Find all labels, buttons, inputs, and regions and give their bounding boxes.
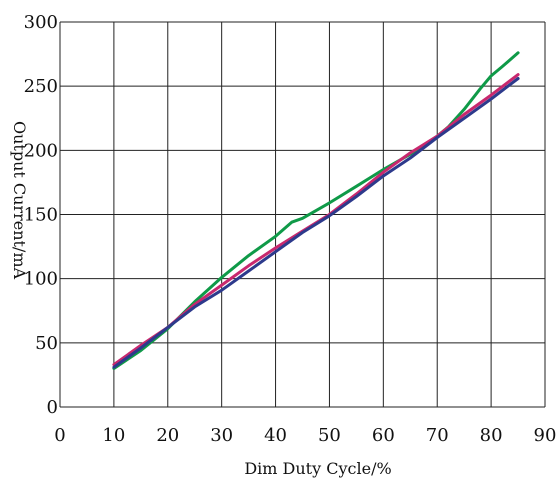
x-tick-label: 60	[372, 425, 395, 446]
x-tick-label: 10	[102, 425, 125, 446]
x-tick-label: 30	[210, 425, 233, 446]
y-axis-label: Output Current/mA	[10, 121, 29, 280]
x-tick-label: 70	[426, 425, 449, 446]
grid-layer	[59, 21, 546, 408]
series-line	[112, 77, 520, 369]
y-tick-label: 0	[47, 397, 58, 418]
tick-layer: 0 10 20 30 40 50 60 70 80 90 0 50 100 150 200 250 300	[24, 12, 557, 446]
x-tick-label: 90	[534, 425, 557, 446]
x-tick-label: 0	[54, 425, 65, 446]
y-tick-label: 50	[35, 333, 58, 354]
x-tick-label: 80	[480, 425, 503, 446]
x-tick-label: 20	[156, 425, 179, 446]
y-tick-label: 300	[24, 12, 58, 33]
series-layer	[112, 51, 520, 370]
y-tick-label: 150	[24, 205, 58, 226]
y-tick-label: 200	[24, 140, 58, 161]
series-line	[112, 51, 520, 370]
y-tick-label: 100	[24, 269, 58, 290]
x-tick-label: 40	[264, 425, 287, 446]
x-axis-label: Dim Duty Cycle/%	[244, 459, 391, 478]
x-tick-label: 50	[318, 425, 341, 446]
y-tick-label: 250	[24, 76, 58, 97]
